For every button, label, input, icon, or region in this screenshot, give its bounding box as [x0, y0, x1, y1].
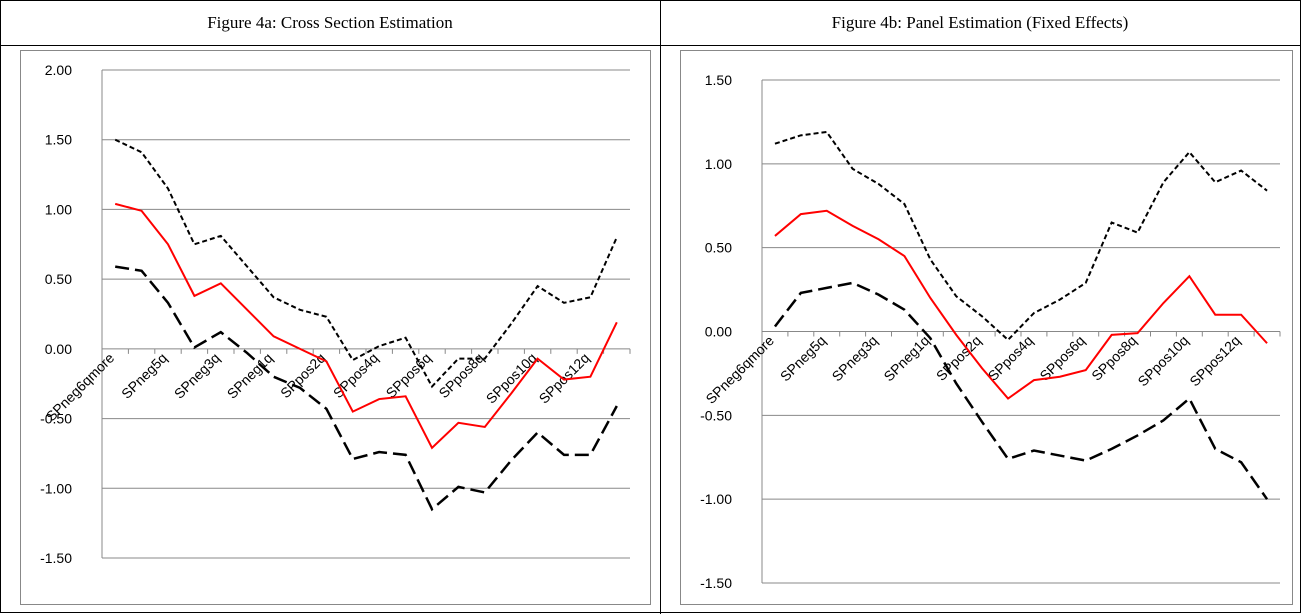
chart-frame	[20, 50, 651, 605]
x-tick-label: SPneg1q	[224, 350, 276, 402]
x-tick-label: SPpos2q	[933, 332, 984, 383]
y-tick-label: -1.00	[700, 491, 732, 507]
x-tick-label: SPneg6qmore	[702, 332, 777, 407]
x-tick-label: SPpos10q	[1134, 332, 1191, 389]
y-tick-label: 2.00	[45, 62, 72, 78]
y-tick-label: -1.50	[700, 575, 732, 591]
y-tick-label: 1.00	[45, 201, 72, 217]
series-line	[774, 209, 1268, 400]
y-tick-label: 1.00	[705, 156, 732, 172]
chart-frame	[680, 50, 1293, 605]
y-tick-label: -1.00	[40, 480, 72, 496]
x-tick-label: SPpos4q	[330, 350, 381, 401]
x-tick-label: SPpos12q	[1186, 332, 1243, 389]
series-line	[773, 281, 1269, 500]
chart-title: Figure 4b: Panel Estimation (Fixed Effec…	[832, 13, 1129, 32]
y-tick-label: 1.50	[705, 72, 732, 88]
x-tick-label: SPneg1q	[880, 332, 932, 384]
chart-title: Figure 4a: Cross Section Estimation	[207, 13, 453, 32]
x-tick-label: SPpos2q	[277, 350, 328, 401]
series-line	[115, 265, 618, 512]
y-tick-label: 0.00	[705, 324, 732, 340]
x-tick-label: SPneg6qmore	[43, 350, 118, 425]
y-tick-label: 0.00	[45, 341, 72, 357]
x-tick-label: SPneg3q	[829, 332, 881, 384]
x-tick-label: SPpos8q	[1088, 332, 1139, 383]
y-tick-label: -0.50	[700, 407, 732, 423]
y-tick-label: 1.50	[45, 132, 72, 148]
x-tick-label: SPpos10q	[483, 350, 540, 407]
x-tick-label: SPneg3q	[171, 350, 223, 402]
x-tick-label: SPpos4q	[985, 332, 1036, 383]
y-tick-label: -1.50	[40, 550, 72, 566]
y-tick-label: 0.50	[45, 271, 72, 287]
series-line	[114, 202, 618, 450]
series-line	[114, 138, 618, 389]
y-tick-label: 0.50	[705, 240, 732, 256]
y-tick-label: -0.50	[40, 411, 72, 427]
x-tick-label: SPneg5q	[777, 332, 829, 384]
series-line	[774, 130, 1268, 342]
x-tick-label: SPneg5q	[118, 350, 170, 402]
